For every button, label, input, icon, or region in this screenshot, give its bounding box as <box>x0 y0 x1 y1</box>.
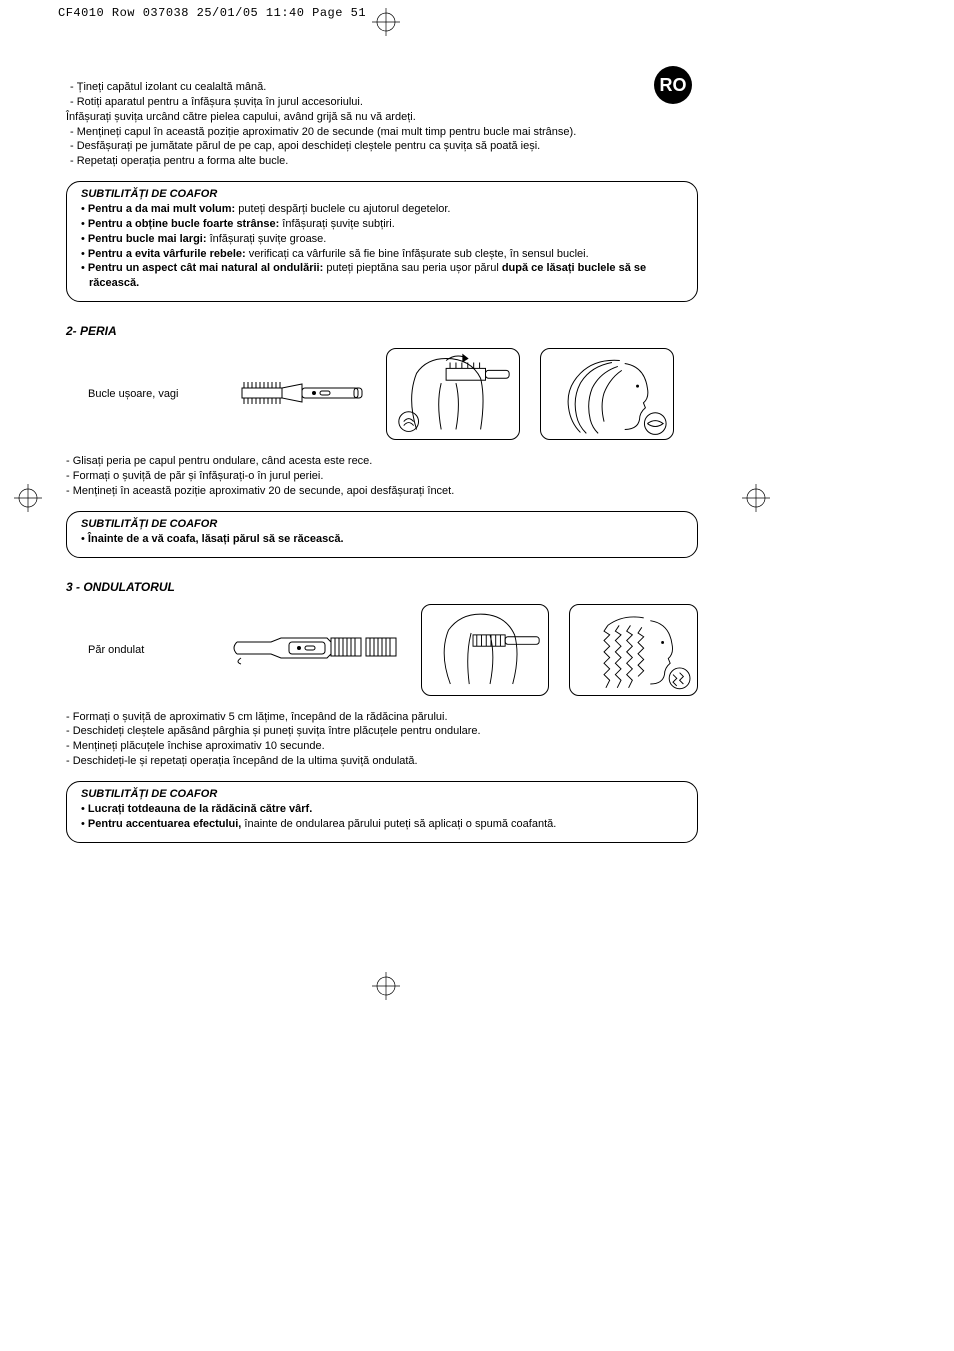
tips-item-text: puteți pieptăna sau peria ușor părul <box>323 262 502 274</box>
figure-caption: Păr ondulat <box>66 644 211 656</box>
section-heading-ondulator: 3 - ONDULATORUL <box>66 580 698 594</box>
figure-row-ondulator: Păr ondulat <box>66 604 698 696</box>
tips-item-text: verificați ca vârfurile să fie bine înfă… <box>246 248 589 260</box>
tips-item-bold: Pentru a da mai mult volum: <box>88 203 235 215</box>
crop-mark-right <box>742 484 770 512</box>
tips-item-bold: Pentru a evita vârfurile rebele: <box>88 248 246 260</box>
tips-item-text: puteți despărți buclele cu ajutorul dege… <box>235 203 450 215</box>
brush-usage-illustration-2 <box>540 348 674 440</box>
crimper-usage-illustration-1 <box>421 604 550 696</box>
section3-steps: Formați o șuviță de aproximativ 5 cm lăț… <box>66 710 698 769</box>
tips-item-bold: Pentru bucle mai largi: <box>88 233 207 245</box>
tips-item-bold: Înainte de a vă coafa, lăsați părul să s… <box>88 533 344 545</box>
crop-mark-left <box>14 484 42 512</box>
intro-line: Desfășurați pe jumătate părul de pe cap,… <box>70 139 698 154</box>
tips-item: Pentru a da mai mult volum: puteți despă… <box>81 202 683 217</box>
tips-item-text: înfășurați șuvițe groase. <box>207 233 327 245</box>
step-line: Mențineți în această poziție aproximativ… <box>66 484 698 499</box>
tips-title: SUBTILITĂȚI DE COAFOR <box>81 518 683 530</box>
tips-item-bold: Pentru un aspect cât mai natural al ondu… <box>88 262 323 274</box>
tips-box-2: SUBTILITĂȚI DE COAFOR Înainte de a vă co… <box>66 511 698 558</box>
print-header: CF4010 Row 037038 25/01/05 11:40 Page 51 <box>58 6 366 20</box>
step-line: Formați o șuviță de aproximativ 5 cm lăț… <box>66 710 698 725</box>
crimper-device-icon <box>231 628 401 671</box>
brush-usage-illustration-1 <box>386 348 520 440</box>
crimper-usage-illustration-2 <box>569 604 698 696</box>
step-line: Mențineți plăcuțele închise aproximativ … <box>66 739 698 754</box>
intro-line: Repetați operația pentru a forma alte bu… <box>70 154 698 169</box>
intro-line: Rotiți aparatul pentru a înfășura șuvița… <box>70 95 698 110</box>
tips-item: Înainte de a vă coafa, lăsați părul să s… <box>81 532 683 547</box>
intro-line: Mențineți capul în această poziție aprox… <box>70 125 698 140</box>
intro-plain: Înfășurați șuvița urcând către pielea ca… <box>66 110 698 125</box>
step-line: Deschideți-le și repetați operația încep… <box>66 754 698 769</box>
tips-item-text: înainte de ondularea părului puteți să a… <box>241 818 556 830</box>
tips-box-3: SUBTILITĂȚI DE COAFOR Lucrați totdeauna … <box>66 781 698 843</box>
tips-item: Pentru un aspect cât mai natural al ondu… <box>81 261 683 291</box>
crop-mark-bottom <box>372 972 400 1000</box>
tips-item: Pentru bucle mai largi: înfășurați șuviț… <box>81 232 683 247</box>
intro-line: Țineți capătul izolant cu cealaltă mână. <box>70 80 698 95</box>
step-line: Glisați peria pe capul pentru ondulare, … <box>66 454 698 469</box>
brush-device-icon <box>236 376 366 413</box>
step-line: Formați o șuviță de păr și înfășurați-o … <box>66 469 698 484</box>
intro-list-a: Țineți capătul izolant cu cealaltă mână.… <box>70 80 698 110</box>
tips-item: Pentru accentuarea efectului, înainte de… <box>81 817 683 832</box>
section2-steps: Glisați peria pe capul pentru ondulare, … <box>66 454 698 499</box>
crop-mark-top <box>372 8 400 36</box>
figure-caption: Bucle ușoare, vagi <box>66 388 216 400</box>
tips-item: Lucrați totdeauna de la rădăcină către v… <box>81 802 683 817</box>
tips-title: SUBTILITĂȚI DE COAFOR <box>81 188 683 200</box>
tips-box-1: SUBTILITĂȚI DE COAFOR Pentru a da mai mu… <box>66 181 698 302</box>
intro-list-b: Mențineți capul în această poziție aprox… <box>70 125 698 170</box>
section-heading-peria: 2- PERIA <box>66 324 698 338</box>
tips-item-bold: Lucrați totdeauna de la rădăcină către v… <box>88 803 312 815</box>
tips-item: Pentru a evita vârfurile rebele: verific… <box>81 247 683 262</box>
tips-item-bold: Pentru accentuarea efectului, <box>88 818 241 830</box>
tips-item-text: înfășurați șuvițe subțiri. <box>279 218 395 230</box>
page-content: Țineți capătul izolant cu cealaltă mână.… <box>66 80 698 843</box>
tips-title: SUBTILITĂȚI DE COAFOR <box>81 788 683 800</box>
figure-row-peria: Bucle ușoare, vagi <box>66 348 698 440</box>
tips-item: Pentru a obține bucle foarte strânse: în… <box>81 217 683 232</box>
step-line: Deschideți cleștele apăsând pârghia și p… <box>66 724 698 739</box>
tips-item-bold: Pentru a obține bucle foarte strânse: <box>88 218 279 230</box>
